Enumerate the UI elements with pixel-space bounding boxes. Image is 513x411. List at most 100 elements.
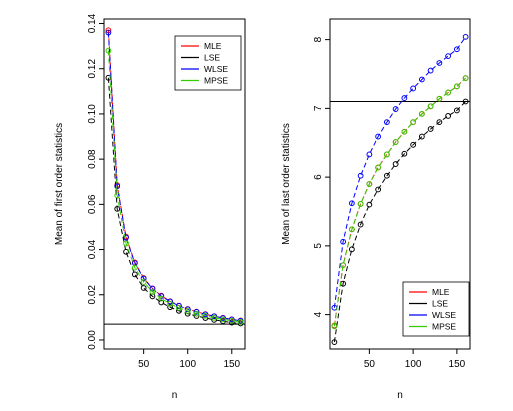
data-point-lse <box>453 107 460 114</box>
data-point-lse <box>228 319 235 326</box>
plot-area <box>330 33 470 346</box>
data-point-mpse <box>105 47 112 54</box>
legend-label-mpse: MPSE <box>432 322 456 332</box>
y-tick-label: 0.10 <box>87 104 98 124</box>
data-point-lse <box>401 150 408 157</box>
x-tick-label: 50 <box>364 359 376 370</box>
data-point-lse <box>348 246 355 253</box>
x-tick-label: 50 <box>138 359 150 370</box>
y-tick-label: 0.14 <box>87 13 98 33</box>
data-point-mpse <box>340 262 347 269</box>
data-point-mpse <box>167 300 173 307</box>
data-point-lse <box>105 74 112 81</box>
legend-label-mle: MLE <box>432 287 450 297</box>
legend-label-mle: MLE <box>204 41 222 51</box>
data-point-mpse <box>357 201 364 207</box>
y-tick-label: 6 <box>313 174 324 180</box>
data-point-lse <box>445 113 452 119</box>
data-point-mpse <box>220 316 226 323</box>
data-point-lse <box>366 201 373 208</box>
last-order-panel: 50 100 150 4 5 6 7 8 n Mean of last order statist… <box>281 18 471 401</box>
data-point-lse <box>383 172 390 179</box>
data-point-wlse <box>357 172 364 179</box>
data-point-mpse <box>131 264 138 271</box>
x-tick-label: 150 <box>223 359 240 370</box>
x-axis-label: n <box>172 390 178 401</box>
data-point-lse <box>392 161 399 167</box>
data-point-wlse <box>366 151 373 158</box>
data-point-lse <box>427 126 434 132</box>
data-point-wlse <box>340 238 347 245</box>
data-point-wlse <box>410 85 417 92</box>
data-point-lse <box>114 205 121 212</box>
data-point-wlse <box>167 298 173 305</box>
data-point-mpse <box>193 310 200 317</box>
data-point-lse <box>158 299 165 306</box>
x-tick-label: 100 <box>405 359 422 370</box>
data-point-mpse <box>392 139 399 145</box>
data-point-lse <box>131 271 138 278</box>
data-point-lse <box>167 304 173 311</box>
data-point-wlse <box>193 309 200 315</box>
plot-frame <box>103 18 246 350</box>
y-tick-label: 0.00 <box>87 330 98 350</box>
series-line-lse <box>333 101 466 343</box>
data-point-wlse <box>392 106 399 112</box>
data-point-mpse <box>383 151 390 158</box>
y-tick-label: 0.02 <box>87 285 98 305</box>
plot-frame <box>329 18 471 350</box>
data-point-mpse <box>202 312 209 319</box>
data-point-mpse <box>410 119 417 126</box>
y-tick-label: 8 <box>313 36 324 42</box>
x-axis-label: n <box>397 390 403 401</box>
data-point-wlse <box>462 33 469 40</box>
data-point-wlse <box>453 46 460 53</box>
data-point-mpse <box>418 110 425 117</box>
data-point-wlse <box>383 119 390 126</box>
y-tick-label: 4 <box>313 311 324 317</box>
data-point-wlse <box>418 76 425 83</box>
data-point-mpse <box>184 308 191 314</box>
data-point-mpse <box>348 226 355 233</box>
data-point-lse <box>357 221 364 228</box>
legend-label-lse: LSE <box>204 53 220 63</box>
data-point-lse <box>410 141 417 148</box>
data-point-wlse <box>123 234 129 241</box>
plot-area <box>104 27 245 327</box>
y-tick-label: 0.12 <box>87 59 98 79</box>
first-order-panel: 50 100 150 0.00 0.02 0.04 0.06 0.08 0.10 0.12 0.14… <box>54 13 246 401</box>
data-point-lse <box>220 318 226 325</box>
data-point-mpse <box>427 103 434 110</box>
data-point-wlse <box>184 306 191 313</box>
data-point-mpse <box>436 95 443 102</box>
data-point-mpse <box>176 304 182 311</box>
data-point-lse <box>211 316 218 323</box>
x-tick-label: 100 <box>179 359 196 370</box>
y-tick-label: 7 <box>313 105 324 111</box>
data-point-mpse <box>462 75 469 82</box>
data-point-mpse <box>123 240 129 247</box>
data-point-lse <box>140 285 147 291</box>
data-point-mpse <box>114 192 121 199</box>
data-point-mpse <box>140 279 147 285</box>
series-line-lse <box>107 77 241 324</box>
data-point-lse <box>436 119 443 126</box>
data-point-mpse <box>228 317 235 324</box>
data-point-wlse <box>375 133 382 140</box>
data-point-mpse <box>375 164 382 171</box>
series-line-mpse <box>333 77 466 327</box>
series-line-mpse <box>107 50 241 323</box>
data-point-lse <box>418 133 425 140</box>
y-tick-label: 0.04 <box>87 239 98 259</box>
data-point-lse <box>331 339 338 346</box>
legend-label-mpse: MPSE <box>204 76 228 86</box>
data-point-wlse <box>348 200 355 207</box>
data-point-mpse <box>453 83 460 90</box>
legend-label-lse: LSE <box>432 299 448 309</box>
y-tick-label: 0.08 <box>87 149 98 169</box>
series-line-wlse <box>107 32 241 322</box>
y-tick-label: 0.06 <box>87 194 98 214</box>
y-axis-label: Mean of first order statistics <box>54 123 65 245</box>
